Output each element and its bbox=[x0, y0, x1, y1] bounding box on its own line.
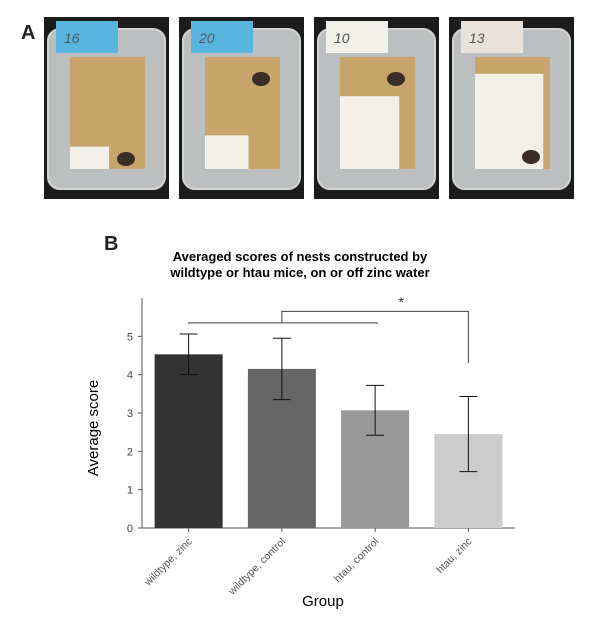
cage-card-number: 16 bbox=[64, 30, 80, 46]
cage-card-number: 20 bbox=[198, 30, 215, 46]
bar-1 bbox=[154, 354, 223, 528]
x-tick-label: htau, zinc bbox=[434, 536, 474, 576]
mouse bbox=[117, 152, 135, 166]
shredded-nest-material bbox=[205, 135, 249, 169]
bracket-right bbox=[281, 310, 469, 364]
error-bar-1 bbox=[179, 333, 198, 376]
mouse bbox=[252, 72, 270, 86]
y-tick-label: 4 bbox=[127, 370, 133, 382]
x-tick-label: htau, control bbox=[332, 536, 381, 585]
panel-a-label: A bbox=[21, 22, 36, 44]
mouse bbox=[387, 72, 405, 86]
nest-photo-2: 20 bbox=[179, 17, 304, 199]
chart-title-line-1: Averaged scores of nests constructed by bbox=[173, 249, 428, 264]
mouse bbox=[522, 150, 540, 164]
x-axis-label: Group bbox=[302, 593, 344, 610]
nest-score-bar-chart: Averaged scores of nests constructed by … bbox=[85, 249, 515, 610]
cage-card bbox=[326, 21, 388, 53]
cage-card bbox=[56, 21, 118, 53]
bracket-left bbox=[188, 322, 378, 324]
cage-card bbox=[191, 21, 253, 53]
nest-photo-1: 16 bbox=[44, 17, 169, 199]
error-bar-2 bbox=[272, 337, 291, 401]
y-tick-label: 1 bbox=[127, 485, 133, 497]
cage-card-number: 13 bbox=[469, 30, 485, 46]
chart-title-line-2: wildtype or htau mice, on or off zinc wa… bbox=[169, 265, 429, 280]
y-axis-label: Average score bbox=[85, 380, 102, 476]
shredded-nest-material bbox=[340, 96, 400, 169]
cage-card bbox=[461, 21, 523, 53]
y-tick-label: 3 bbox=[127, 408, 133, 420]
nest-photo-strip: 16 20 10 13 bbox=[44, 17, 574, 199]
significance-brackets: * bbox=[188, 294, 469, 364]
y-tick-label: 2 bbox=[127, 446, 133, 458]
significance-star: * bbox=[399, 294, 404, 309]
nest-photo-3: 10 bbox=[314, 17, 439, 199]
x-tick-label: wildtype, zinc bbox=[141, 536, 194, 589]
shredded-nest-material bbox=[70, 146, 109, 169]
nest-photo-4: 13 bbox=[449, 17, 574, 199]
y-tick-label: 0 bbox=[127, 523, 133, 535]
cage-card-number: 10 bbox=[334, 30, 350, 46]
y-tick-label: 5 bbox=[127, 331, 133, 343]
panel-b-label: B bbox=[104, 233, 119, 255]
error-bar-3 bbox=[366, 384, 385, 436]
error-bar-4 bbox=[459, 396, 478, 473]
x-tick-label: wildtype, control bbox=[226, 536, 288, 598]
